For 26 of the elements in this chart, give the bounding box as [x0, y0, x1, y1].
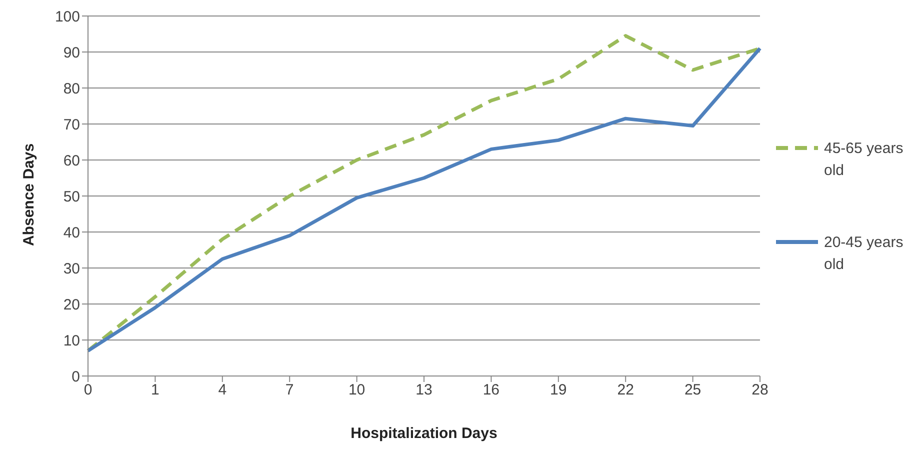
x-tick-label: 10 [348, 382, 366, 399]
x-tick-label: 7 [285, 382, 294, 399]
x-tick-label: 22 [617, 382, 634, 399]
y-tick-label: 20 [63, 296, 80, 314]
x-tick-label: 28 [752, 382, 768, 399]
legend-label: 45-65 years old [824, 139, 904, 181]
x-tick-label: 0 [84, 382, 92, 399]
y-tick-label: 80 [63, 80, 80, 98]
y-tick-label: 10 [63, 332, 80, 350]
y-tick-label: 50 [63, 188, 80, 206]
x-tick-label: 13 [416, 382, 432, 399]
x-tick-label: 19 [550, 382, 567, 399]
x-tick-label: 1 [151, 382, 160, 399]
y-tick-label: 30 [63, 260, 80, 278]
x-tick-label: 25 [684, 382, 702, 399]
y-tick-label: 90 [63, 44, 80, 62]
y-tick-label: 100 [54, 8, 80, 26]
y-axis-title: Absence Days [20, 143, 38, 246]
y-tick-label: 40 [63, 224, 80, 242]
y-tick-label: 0 [72, 368, 80, 386]
x-axis-title: Hospitalization Days [350, 425, 498, 442]
x-tick-label: 16 [482, 382, 500, 399]
y-tick-label: 60 [63, 152, 80, 170]
y-tick-label: 70 [63, 116, 80, 134]
legend-label: 20-45 years old [824, 233, 904, 275]
x-tick-label: 4 [218, 382, 227, 399]
